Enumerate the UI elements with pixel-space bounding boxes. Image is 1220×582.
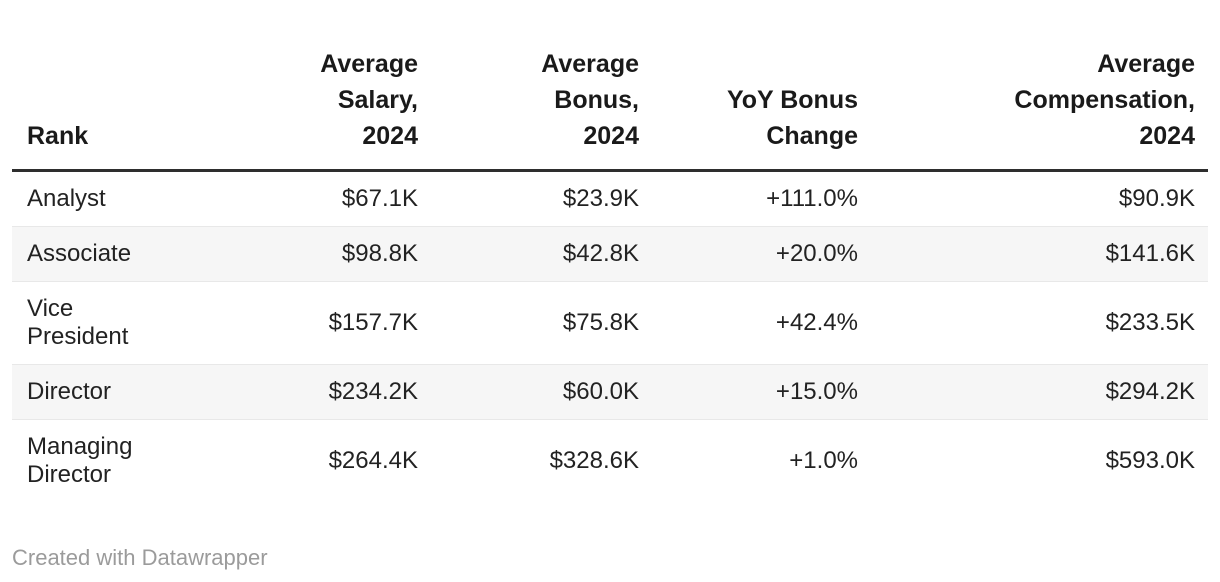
cell-rank: Analyst: [27, 185, 106, 212]
cell-rank: Managing Director: [27, 433, 133, 488]
column-header-line: 2024: [1139, 122, 1195, 150]
table-row: Director $234.2K $60.0K +15.0% $294.2K: [12, 364, 1208, 420]
footer: Created with Datawrapper: [12, 545, 1208, 571]
cell-avg_compensation_2024: $294.2K: [1105, 378, 1195, 405]
column-header-line: Average: [1097, 50, 1195, 78]
table-header: Rank Average Salary, 2024 Average Bonus, 2024 Y…: [12, 0, 1208, 171]
cell-avg_compensation_2024: $593.0K: [1105, 447, 1195, 474]
table-row: Analyst $67.1K $23.9K +111.0% $90.9K: [12, 171, 1208, 227]
cell-avg_bonus_2024: $42.8K: [562, 240, 639, 267]
cell-avg_salary_2024: $234.2K: [328, 378, 418, 405]
cell-avg_compensation_2024: $90.9K: [1118, 185, 1195, 212]
cell-avg_compensation_2024: $233.5K: [1105, 309, 1195, 336]
table-row: Vice President $157.7K $75.8K +42.4% $233.5K: [12, 282, 1208, 365]
cell-yoy_bonus_change: +1.0%: [789, 447, 858, 474]
column-header-yoy_bonus_change: YoY Bonus Change: [652, 0, 871, 171]
column-header-line: Bonus,: [554, 86, 639, 114]
header-row: Rank Average Salary, 2024 Average Bonus, 2024 Y…: [12, 0, 1208, 171]
cell-yoy_bonus_change: +42.4%: [775, 309, 858, 336]
column-header-line: Average: [541, 50, 639, 78]
table-row: Managing Director $264.4K $328.6K +1.0% $593…: [12, 420, 1208, 503]
column-header-line: Compensation,: [1014, 86, 1195, 114]
cell-yoy_bonus_change: +15.0%: [775, 378, 858, 405]
cell-yoy_bonus_change: +20.0%: [775, 240, 858, 267]
cell-avg_bonus_2024: $75.8K: [562, 309, 639, 336]
column-header-line: Average: [320, 50, 418, 78]
column-header-avg_salary_2024: Average Salary, 2024: [192, 0, 431, 171]
compensation-table: Rank Average Salary, 2024 Average Bonus, 2024 Y…: [12, 0, 1208, 502]
table-row: Associate $98.8K $42.8K +20.0% $141.6K: [12, 226, 1208, 282]
cell-rank: Associate: [27, 240, 132, 267]
column-header-avg_compensation_2024: Average Compensation, 2024: [871, 0, 1208, 171]
column-header-line: Rank: [27, 122, 89, 150]
table-body: Analyst $67.1K $23.9K +111.0% $90.9K Associat…: [12, 171, 1208, 503]
column-header-line: 2024: [362, 122, 418, 150]
column-header-avg_bonus_2024: Average Bonus, 2024: [431, 0, 652, 171]
column-header-line: 2024: [583, 122, 639, 150]
cell-rank: Vice President: [27, 295, 129, 350]
column-header-line: Salary,: [337, 86, 418, 114]
cell-avg_bonus_2024: $23.9K: [562, 185, 639, 212]
datawrapper-attribution-link[interactable]: Created with Datawrapper: [12, 545, 268, 570]
cell-yoy_bonus_change: +111.0%: [766, 185, 858, 212]
cell-avg_salary_2024: $157.7K: [328, 309, 418, 336]
cell-avg_bonus_2024: $328.6K: [549, 447, 639, 474]
cell-avg_salary_2024: $98.8K: [341, 240, 418, 267]
column-header-line: Change: [766, 122, 858, 150]
cell-rank: Director: [27, 378, 112, 405]
column-header-rank: Rank: [12, 0, 192, 171]
column-header-line: YoY Bonus: [726, 86, 858, 114]
cell-avg_salary_2024: $67.1K: [341, 185, 418, 212]
cell-avg_compensation_2024: $141.6K: [1105, 240, 1195, 267]
cell-avg_bonus_2024: $60.0K: [562, 378, 639, 405]
cell-avg_salary_2024: $264.4K: [328, 447, 418, 474]
